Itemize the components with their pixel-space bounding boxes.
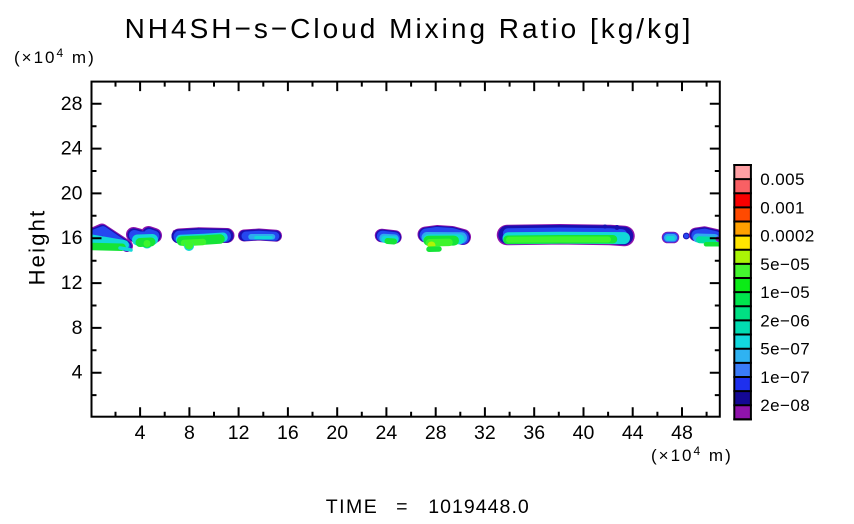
svg-text:2e−08: 2e−08 bbox=[760, 396, 810, 415]
svg-text:44: 44 bbox=[622, 422, 644, 444]
svg-text:16: 16 bbox=[277, 422, 299, 444]
svg-text:32: 32 bbox=[474, 422, 496, 444]
svg-text:NH4SH−s−Cloud Mixing Ratio [kg: NH4SH−s−Cloud Mixing Ratio [kg/kg] bbox=[125, 13, 694, 44]
svg-text:1e−05: 1e−05 bbox=[760, 283, 810, 302]
svg-text:5e−07: 5e−07 bbox=[760, 340, 810, 359]
svg-text:48: 48 bbox=[671, 422, 693, 444]
svg-text:8: 8 bbox=[72, 317, 83, 339]
svg-text:40: 40 bbox=[573, 422, 595, 444]
svg-text:(×104 m): (×104 m) bbox=[14, 46, 96, 67]
svg-text:Height: Height bbox=[25, 209, 50, 286]
svg-text:24: 24 bbox=[61, 138, 83, 160]
svg-text:28: 28 bbox=[61, 93, 83, 115]
svg-text:12: 12 bbox=[228, 422, 250, 444]
svg-text:0.0002: 0.0002 bbox=[760, 227, 814, 246]
svg-text:4: 4 bbox=[72, 362, 83, 384]
svg-text:(×104 m): (×104 m) bbox=[651, 444, 733, 465]
svg-text:4: 4 bbox=[135, 422, 146, 444]
svg-text:8: 8 bbox=[184, 422, 195, 444]
svg-text:TIME: TIME bbox=[326, 496, 379, 518]
svg-text:20: 20 bbox=[61, 182, 83, 204]
svg-text:28: 28 bbox=[425, 422, 447, 444]
svg-text:0.005: 0.005 bbox=[760, 170, 805, 189]
svg-text:16: 16 bbox=[61, 227, 83, 249]
svg-text:=: = bbox=[396, 496, 407, 518]
svg-text:2e−06: 2e−06 bbox=[760, 311, 810, 330]
svg-text:12: 12 bbox=[61, 272, 83, 294]
svg-text:20: 20 bbox=[326, 422, 348, 444]
svg-text:1019448.0: 1019448.0 bbox=[428, 496, 530, 518]
svg-text:5e−05: 5e−05 bbox=[760, 255, 810, 274]
svg-text:0.001: 0.001 bbox=[760, 198, 805, 217]
svg-text:36: 36 bbox=[523, 422, 545, 444]
svg-text:24: 24 bbox=[376, 422, 398, 444]
svg-text:1e−07: 1e−07 bbox=[760, 368, 810, 387]
